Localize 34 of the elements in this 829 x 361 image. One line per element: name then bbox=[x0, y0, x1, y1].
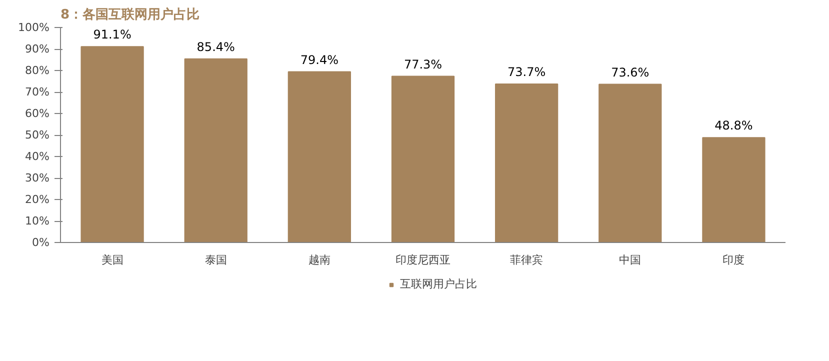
y-tick-label: 30% bbox=[25, 172, 50, 184]
x-tick-label: 中国 bbox=[619, 254, 642, 266]
legend-label: 互联网用户占比 bbox=[400, 276, 477, 292]
y-tick-label: 90% bbox=[25, 42, 50, 56]
y-tick-label: 20% bbox=[25, 193, 50, 206]
y-tick-label: 0% bbox=[32, 236, 50, 249]
y-tick-label: 60% bbox=[25, 107, 50, 120]
x-tick-label: 印度 bbox=[722, 254, 745, 266]
bar bbox=[288, 71, 351, 242]
text: 77.3% bbox=[404, 57, 442, 72]
text: 79.4% bbox=[300, 52, 338, 67]
bar bbox=[598, 84, 662, 242]
x-tick-label: 印度尼西亚 bbox=[396, 254, 450, 266]
y-tick-label: 70% bbox=[25, 86, 50, 98]
y-tick-label: 100% bbox=[18, 21, 50, 34]
x-tick-label: 菲律宾 bbox=[510, 254, 544, 266]
x-tick-label: 越南 bbox=[308, 254, 330, 266]
x-tick-label: 美国 bbox=[101, 254, 124, 266]
y-tick-label: 40% bbox=[25, 150, 50, 163]
text: 73.6% bbox=[611, 65, 650, 80]
y-tick-label: 80% bbox=[25, 64, 50, 77]
bar bbox=[702, 137, 766, 242]
text: 73.7% bbox=[508, 65, 546, 80]
text: 91.1% bbox=[93, 28, 132, 42]
y-tick-label: 10% bbox=[25, 214, 50, 228]
bar bbox=[184, 58, 248, 242]
text: 48.8% bbox=[714, 118, 753, 133]
bar bbox=[80, 46, 144, 242]
bar bbox=[391, 76, 455, 242]
bar bbox=[495, 84, 558, 242]
text: 85.4% bbox=[196, 40, 235, 54]
y-tick-label: 50% bbox=[25, 128, 50, 142]
x-tick-label: 泰国 bbox=[204, 254, 227, 266]
chart-title: 8：各国互联网用户占比 bbox=[60, 6, 200, 22]
